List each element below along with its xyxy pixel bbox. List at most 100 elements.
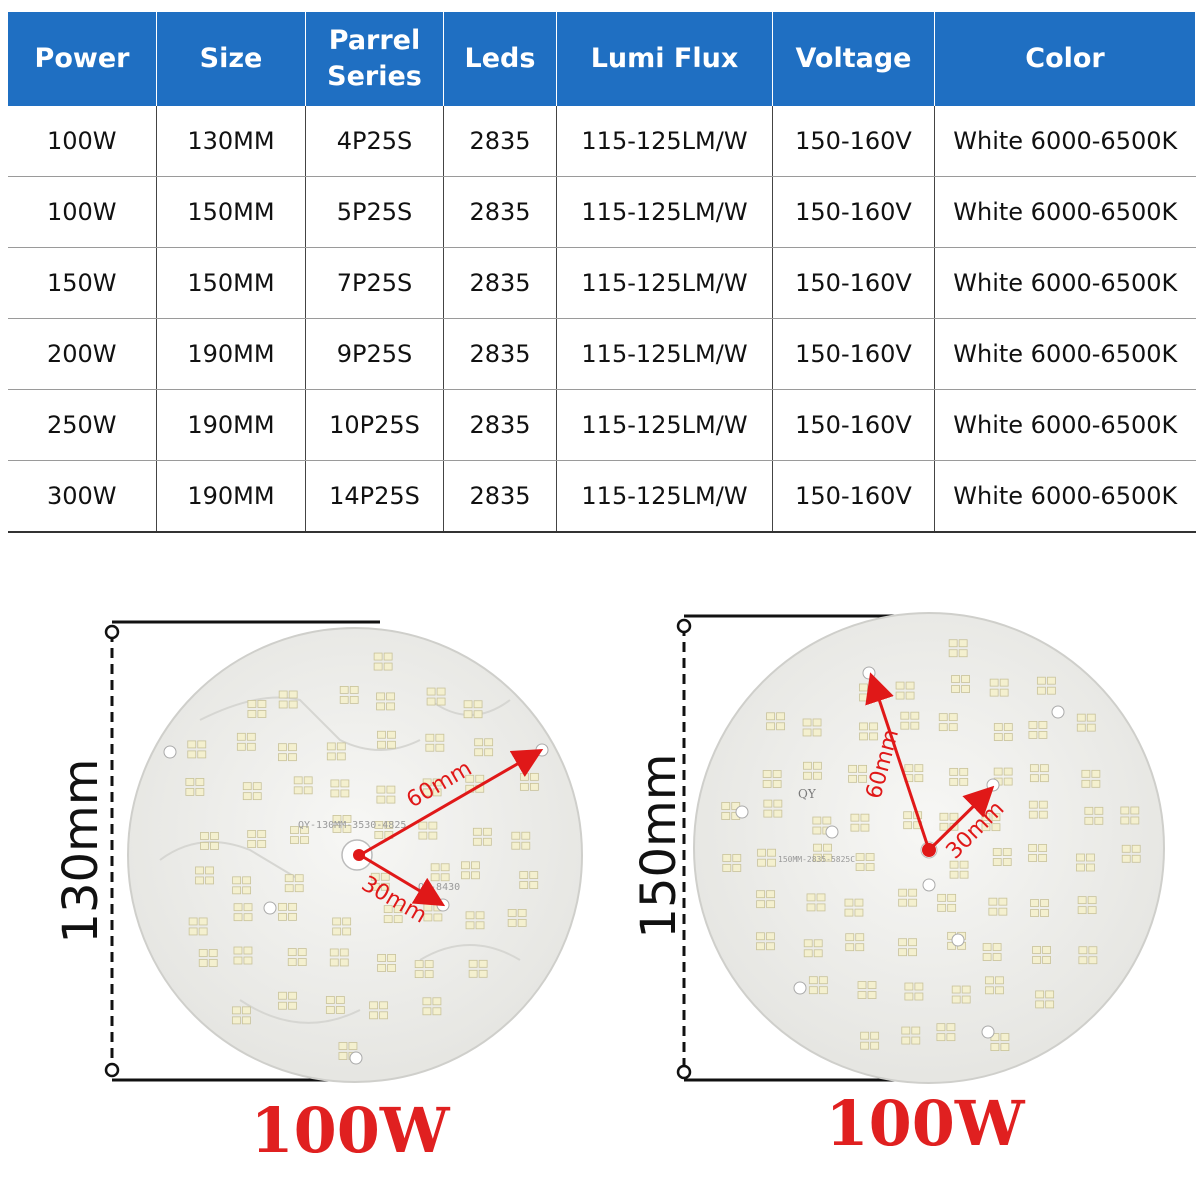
pcb-model-text: QY-130MM-3530-4825 [298,820,406,831]
led-chip [290,836,299,844]
led-chip [844,908,854,917]
cell-flux: 115-125LM/W [556,460,773,533]
led-chip [772,770,782,778]
led-chip [937,903,947,912]
led-chip [1086,723,1096,732]
led-chip [803,949,813,958]
led-chip [1036,676,1046,685]
led-chip [475,911,485,920]
led-chip [300,826,309,834]
cell-leds: 2835 [443,176,557,248]
led-chip [910,711,920,720]
led-chip [859,683,868,692]
led-chip [278,743,287,752]
led-chip [471,861,480,870]
led-chip [205,866,214,875]
led-chip [335,996,345,1004]
led-chip [813,939,823,948]
led-chip [188,917,198,926]
led-chip [900,721,910,730]
led-chip [905,681,915,690]
led-chip [278,690,288,699]
cell-flux: 115-125LM/W [556,106,773,177]
led-chip [901,1026,911,1035]
led-chip [722,854,732,862]
led-chip [329,948,339,957]
led-chip [1028,731,1038,739]
led-chip [766,890,776,899]
led-chip [992,848,1002,856]
led-chip [1000,1033,1010,1041]
led-chip [914,982,924,991]
led-chip [869,732,878,741]
led-chip [377,730,386,739]
led-chip [288,753,297,762]
led-chip [865,853,875,861]
led-chip [511,841,521,850]
led-chip [205,876,214,885]
led-chip [1130,816,1140,825]
led-chip [379,1011,388,1020]
led-chip [1035,1000,1045,1009]
led-chip [423,913,433,922]
board-130mm: 130mm QY-130MM-3530-4825 QY-8430 60mm 30… [53,620,583,1167]
radius-arrow-60 [865,672,931,851]
led-chip [376,692,385,701]
led-chip [903,821,913,830]
led-chip [948,649,958,658]
led-chip [507,909,517,917]
dimension-endpoint [676,618,692,634]
led-chip [335,1006,345,1014]
led-chip [985,976,994,985]
led-chip [989,678,999,687]
led-chip [243,903,253,912]
led-chip [936,1033,946,1042]
led-chip [961,685,970,693]
led-chip [1087,906,1097,915]
led-chip [1088,956,1098,965]
led-chip [387,964,397,972]
led-chip [297,958,307,966]
led-chip [342,927,352,936]
dimension-label-150: 150mm [631,753,687,938]
led-chip [951,995,961,1004]
led-chip [233,956,243,965]
led-chip [1002,858,1012,866]
led-chip [284,884,294,893]
led-chip [898,938,907,947]
led-chip [424,960,434,969]
cell-voltage: 150-160V [772,389,935,461]
led-chip [436,697,446,706]
led-chip [377,954,387,962]
led-chip [1038,721,1048,729]
led-chip [900,711,910,720]
led-chip [1120,806,1130,815]
led-chip [482,837,492,846]
led-chip [865,863,875,871]
cell-leds: 2835 [443,389,557,461]
led-chip [998,897,1008,906]
cell-color: White 6000-6500K [934,389,1196,461]
led-chip [340,789,350,798]
cell-voltage: 150-160V [772,176,935,248]
header-leds: Leds [443,12,557,106]
led-chip [850,823,860,832]
led-chip [721,802,731,810]
cell-power: 150W [7,247,157,319]
led-chip [958,639,968,648]
led-chip [185,778,195,786]
board-150mm: 150mm QY 150MM-2835-5825C 60mm 30mm 100W [631,612,1165,1160]
led-chip [757,858,767,867]
led-chip [231,1016,241,1025]
led-chip [242,782,252,791]
led-chip [195,876,204,885]
led-chip [988,897,998,906]
led-chip [297,948,307,956]
led-chip [435,733,445,742]
led-chip [1081,779,1091,788]
led-chip [1046,686,1056,695]
led-chip [938,723,948,732]
led-chip [910,721,920,730]
led-chip [773,809,783,818]
led-chip [1003,767,1013,776]
